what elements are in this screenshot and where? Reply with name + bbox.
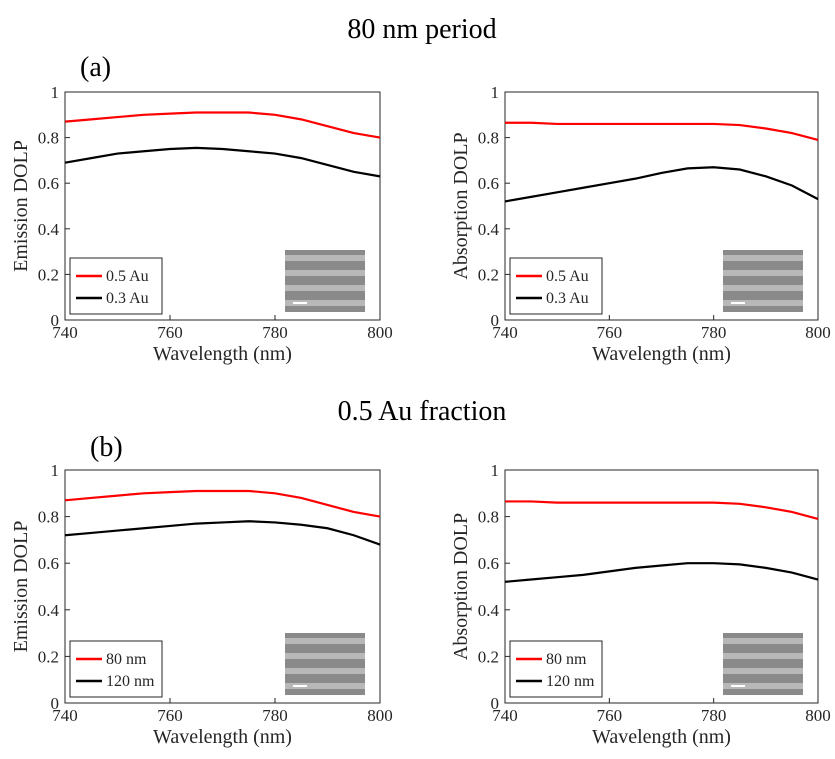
y-tick-label: 1 — [51, 461, 60, 480]
legend-label: 80 nm — [106, 651, 147, 668]
x-axis-label: Wavelength (nm) — [153, 726, 292, 748]
inset-stripe — [723, 255, 803, 261]
legend-box — [69, 640, 163, 698]
panel-label: (a) — [80, 52, 111, 83]
subplot: 740 760 780 800 0 0.2 0.4 0.6 0.8 1 Wavelength (nm… — [450, 461, 831, 748]
x-tick-label: 800 — [367, 706, 393, 725]
y-axis-label: Emission DOLP — [10, 521, 32, 653]
x-axis-label: Wavelength (nm) — [153, 343, 292, 365]
legend-label: 0.3 Au — [546, 290, 589, 307]
y-tick-label: 0 — [51, 311, 60, 330]
x-tick-label: 800 — [805, 706, 831, 725]
series-line — [64, 146, 381, 178]
y-tick-label: 1 — [491, 83, 500, 102]
legend-label: 0.5 Au — [546, 268, 589, 285]
y-tick-label: 0.4 — [478, 601, 500, 620]
inset-stripe — [285, 683, 365, 689]
legend-label: 80 nm — [546, 651, 587, 668]
inset-stripe — [285, 668, 365, 674]
y-tick-label: 0.6 — [38, 174, 59, 193]
series-line — [505, 121, 819, 141]
panel-label: (b) — [90, 432, 123, 463]
y-tick-label: 0.6 — [478, 554, 499, 573]
inset-stripe — [285, 270, 365, 276]
series-line — [64, 489, 381, 518]
inset-stripe — [285, 653, 365, 659]
y-tick-label: 1 — [51, 83, 60, 102]
section-title: 0.5 Au fraction — [338, 396, 507, 427]
legend-box — [509, 640, 603, 698]
y-tick-label: 0 — [491, 311, 500, 330]
x-tick-label: 760 — [597, 323, 623, 342]
subplot: 740 760 780 800 0 0.2 0.4 0.6 0.8 1 Wavelength (nm… — [10, 461, 393, 748]
inset-stripe — [723, 683, 803, 689]
x-tick-label: 800 — [367, 323, 393, 342]
y-tick-label: 0.8 — [38, 508, 59, 527]
y-axis-label: Absorption DOLP — [450, 513, 472, 660]
y-tick-label: 0.2 — [478, 265, 499, 284]
inset-stripe — [285, 300, 365, 306]
x-axis-label: Wavelength (nm) — [592, 343, 731, 365]
x-tick-label: 740 — [52, 706, 78, 725]
y-tick-label: 0.8 — [38, 129, 59, 148]
y-tick-label: 0.4 — [478, 220, 500, 239]
inset-stripe — [723, 668, 803, 674]
series-line — [64, 520, 381, 546]
inset-stripe — [723, 270, 803, 276]
y-axis-label: Absorption DOLP — [450, 132, 472, 279]
y-tick-label: 0 — [491, 694, 500, 713]
y-tick-label: 0.6 — [478, 174, 499, 193]
x-tick-label: 780 — [701, 323, 727, 342]
y-tick-label: 0 — [51, 694, 60, 713]
y-tick-label: 1 — [491, 461, 500, 480]
x-tick-label: 780 — [701, 706, 727, 725]
inset-stripe — [723, 300, 803, 306]
inset-stripe — [285, 285, 365, 291]
x-axis-label: Wavelength (nm) — [592, 726, 731, 748]
x-tick-label: 740 — [492, 323, 518, 342]
y-tick-label: 0.4 — [38, 601, 60, 620]
inset-stripe — [723, 285, 803, 291]
x-tick-label: 740 — [52, 323, 78, 342]
legend-box — [509, 257, 603, 315]
x-tick-label: 760 — [157, 706, 183, 725]
series-line — [504, 166, 819, 203]
legend-label: 0.5 Au — [106, 268, 149, 285]
y-tick-label: 0.6 — [38, 554, 59, 573]
y-tick-label: 0.2 — [38, 647, 59, 666]
series-line — [64, 111, 381, 139]
series-line — [505, 500, 819, 520]
x-tick-label: 780 — [262, 323, 288, 342]
subplot: 740 760 780 800 0 0.2 0.4 0.6 0.8 1 Wavelength (nm… — [450, 83, 831, 365]
series-line — [504, 562, 819, 583]
inset-stripe — [285, 255, 365, 261]
x-tick-label: 800 — [805, 323, 831, 342]
y-tick-label: 0.4 — [38, 220, 60, 239]
x-tick-label: 740 — [492, 706, 518, 725]
inset-stripe — [723, 653, 803, 659]
y-tick-label: 0.2 — [38, 265, 59, 284]
y-tick-label: 0.2 — [478, 647, 499, 666]
y-axis-label: Emission DOLP — [10, 140, 32, 272]
inset-stripe — [723, 638, 803, 644]
section-title: 80 nm period — [347, 14, 496, 45]
x-tick-label: 760 — [157, 323, 183, 342]
legend-label: 120 nm — [546, 673, 595, 690]
y-tick-label: 0.8 — [478, 508, 499, 527]
subplot: 740 760 780 800 0 0.2 0.4 0.6 0.8 1 Wavelength (nm… — [10, 83, 393, 365]
x-tick-label: 760 — [597, 706, 623, 725]
x-tick-label: 780 — [262, 706, 288, 725]
legend-box — [69, 257, 163, 315]
legend-label: 0.3 Au — [106, 290, 149, 307]
inset-stripe — [285, 638, 365, 644]
legend-label: 120 nm — [106, 673, 155, 690]
y-tick-label: 0.8 — [478, 129, 499, 148]
